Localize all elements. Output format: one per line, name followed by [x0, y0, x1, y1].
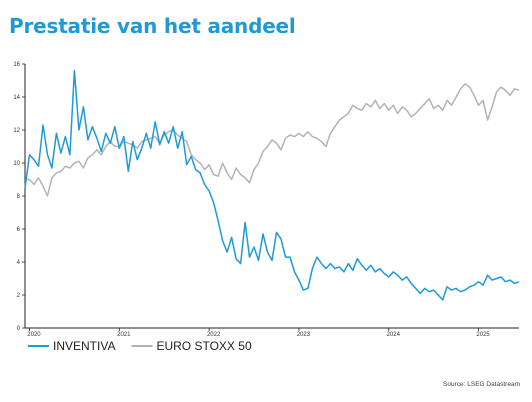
y-tick-label: 4 [17, 260, 21, 266]
series-line-inventiva [24, 69, 520, 301]
y-tick-label: 8 [17, 194, 21, 200]
x-tick-label: 2022 [207, 332, 221, 338]
y-tick-label: 16 [13, 62, 20, 68]
legend-label-euro-stoxx-50: EURO STOXX 50 [156, 339, 251, 353]
legend: INVENTIVA EURO STOXX 50 [28, 339, 252, 353]
y-tick-label: 6 [17, 227, 21, 233]
y-axis: 0 2 4 6 8 10 12 14 16 [13, 62, 26, 332]
x-tick-label: 2023 [297, 332, 311, 338]
x-tick-label: 2021 [117, 332, 131, 338]
y-tick-label: 10 [13, 161, 20, 167]
series-line-euro-stoxx-50 [25, 83, 520, 197]
y-tick-label: 14 [13, 95, 20, 101]
x-tick-label: 2020 [27, 332, 41, 338]
legend-label-inventiva: INVENTIVA [53, 339, 115, 353]
x-tick-label: 2025 [476, 332, 490, 338]
series-layer [24, 69, 520, 301]
y-tick-label: 0 [17, 326, 21, 332]
y-tick-label: 2 [17, 293, 21, 299]
y-tick-label: 12 [13, 128, 20, 134]
source-note: Source: LSEG Datastream [443, 381, 520, 388]
x-tick-label: 2024 [387, 332, 401, 338]
x-axis: 2020 2021 2022 2023 2024 2025 [25, 327, 519, 338]
chart-title: Prestatie van het aandeel [9, 14, 296, 38]
